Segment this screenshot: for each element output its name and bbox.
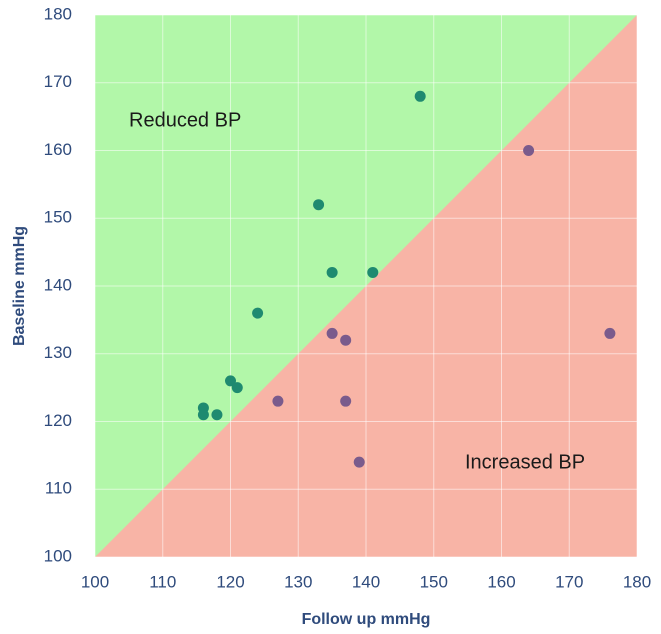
point xyxy=(523,145,535,156)
x-tick-label: 180 xyxy=(623,572,651,591)
x-tick-label: 130 xyxy=(284,572,312,591)
x-tick-label: 100 xyxy=(81,572,109,591)
point xyxy=(313,199,325,211)
x-tick-label: 160 xyxy=(487,572,515,591)
x-tick-label: 120 xyxy=(216,572,244,591)
y-tick-label: 160 xyxy=(44,140,72,159)
x-tick-label: 150 xyxy=(420,572,448,591)
x-tick-label: 170 xyxy=(555,572,583,591)
y-tick-label: 130 xyxy=(44,343,72,362)
x-axis-label: Follow up mmHg xyxy=(302,611,431,628)
point xyxy=(211,409,223,421)
y-tick-label: 180 xyxy=(44,4,72,23)
annotation: Reduced BP xyxy=(129,109,241,131)
point xyxy=(414,90,426,102)
plot-area xyxy=(94,14,638,558)
point xyxy=(231,382,243,394)
point xyxy=(252,307,264,319)
y-tick-label: 150 xyxy=(44,208,72,227)
y-tick-label: 100 xyxy=(44,546,72,565)
y-axis-label: Baseline mmHg xyxy=(11,226,28,346)
point xyxy=(326,327,338,339)
point xyxy=(340,334,352,346)
point xyxy=(353,456,365,468)
y-tick-label: 140 xyxy=(44,275,72,294)
y-tick-label: 170 xyxy=(44,72,72,91)
y-tick-label: 110 xyxy=(45,479,72,498)
point xyxy=(326,266,338,278)
point xyxy=(197,409,209,421)
annotation: Increased BP xyxy=(465,451,585,473)
point xyxy=(604,327,616,339)
point xyxy=(272,395,284,407)
x-tick-label: 140 xyxy=(352,572,380,591)
y-tick-label: 120 xyxy=(44,411,72,430)
point xyxy=(367,266,379,278)
point xyxy=(225,375,236,387)
x-tick-label: 110 xyxy=(149,572,176,591)
point xyxy=(340,395,352,407)
